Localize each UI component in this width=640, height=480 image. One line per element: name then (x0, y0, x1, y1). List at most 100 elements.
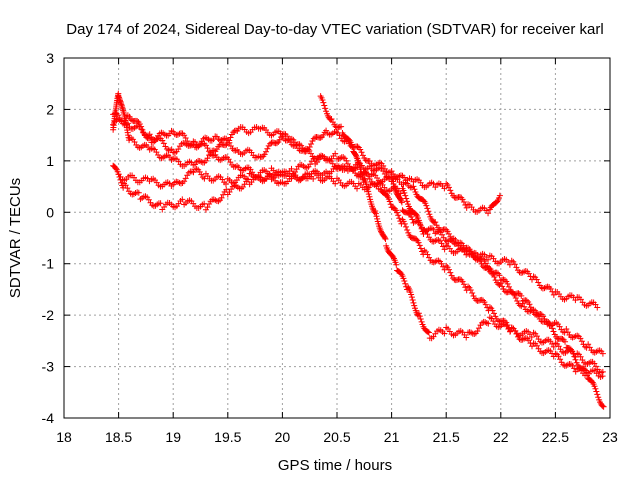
data-point (397, 196, 404, 203)
data-point (358, 149, 365, 156)
x-tick-label: 20 (275, 429, 291, 445)
data-point (514, 298, 521, 305)
data-point (321, 102, 328, 109)
data-point (384, 192, 391, 199)
data-point (387, 201, 394, 208)
x-tick-label: 21.5 (433, 429, 460, 445)
data-point (135, 189, 142, 196)
data-point (400, 275, 407, 282)
data-point (365, 172, 372, 179)
data-point (533, 309, 540, 316)
data-point (511, 292, 518, 299)
data-point (492, 313, 499, 320)
data-point (374, 215, 381, 222)
data-point (508, 288, 515, 295)
data-points (110, 90, 607, 410)
data-point (559, 335, 566, 342)
data-point (599, 403, 606, 410)
data-point (415, 310, 422, 317)
x-tick-label: 19 (165, 429, 181, 445)
data-point (423, 202, 430, 209)
data-point (408, 291, 415, 298)
data-point (441, 246, 448, 253)
data-point (402, 223, 409, 230)
data-point (393, 261, 400, 268)
data-point (441, 185, 448, 192)
data-point (443, 262, 450, 269)
x-axis-title: GPS time / hours (278, 457, 392, 474)
data-point (410, 183, 417, 190)
data-point (124, 120, 131, 127)
data-point (372, 210, 379, 217)
data-point (264, 145, 271, 152)
data-point (584, 369, 591, 376)
data-point (393, 188, 400, 195)
data-point (489, 307, 496, 314)
data-point (504, 280, 511, 287)
data-point (288, 165, 295, 172)
data-point (459, 278, 466, 285)
data-point (463, 204, 470, 211)
data-point (402, 177, 409, 184)
data-point (591, 383, 598, 390)
data-point (460, 198, 467, 205)
data-point (445, 230, 452, 237)
data-point (468, 248, 475, 255)
data-point (406, 210, 413, 217)
data-point (592, 385, 599, 392)
data-point (276, 136, 283, 143)
data-point (139, 126, 146, 133)
data-point (485, 320, 492, 327)
data-point (267, 140, 274, 147)
data-point (486, 265, 493, 272)
y-tick-label: 0 (46, 204, 54, 220)
y-axis-title: SDTVAR / TECUs (7, 178, 24, 298)
data-point (484, 304, 491, 311)
data-point (402, 192, 409, 199)
data-point (382, 236, 389, 243)
data-point (585, 341, 592, 348)
data-point (482, 301, 489, 308)
y-tick-label: -1 (42, 256, 55, 272)
data-point (445, 266, 452, 273)
data-point (394, 209, 401, 216)
data-point (445, 184, 452, 191)
data-point (344, 137, 351, 144)
data-point (424, 205, 431, 212)
data-point (562, 338, 569, 345)
data-point (347, 142, 354, 149)
data-point (319, 97, 326, 104)
data-point (497, 280, 504, 287)
data-point (571, 365, 578, 372)
data-point (600, 403, 607, 410)
data-point (411, 302, 418, 309)
data-point (362, 157, 369, 164)
data-point (550, 328, 557, 335)
data-point (376, 179, 383, 186)
data-point (447, 233, 454, 240)
data-point (365, 188, 372, 195)
data-point (477, 257, 484, 264)
data-point (594, 391, 601, 398)
data-point (415, 239, 422, 246)
data-point (182, 175, 189, 182)
data-point (465, 283, 472, 290)
data-point (117, 176, 124, 183)
data-point (373, 213, 380, 220)
x-tick-label: 22.5 (542, 429, 569, 445)
data-point (409, 296, 416, 303)
data-point (138, 123, 145, 130)
data-point (258, 154, 265, 160)
data-point (357, 146, 364, 153)
data-point (486, 304, 493, 311)
data-point (492, 277, 499, 284)
data-point (519, 300, 526, 307)
data-point (443, 180, 450, 187)
data-point (308, 140, 315, 147)
data-point (218, 194, 225, 201)
data-point (338, 123, 345, 130)
data-point (357, 166, 364, 173)
data-point (417, 245, 424, 252)
data-point (404, 198, 411, 205)
